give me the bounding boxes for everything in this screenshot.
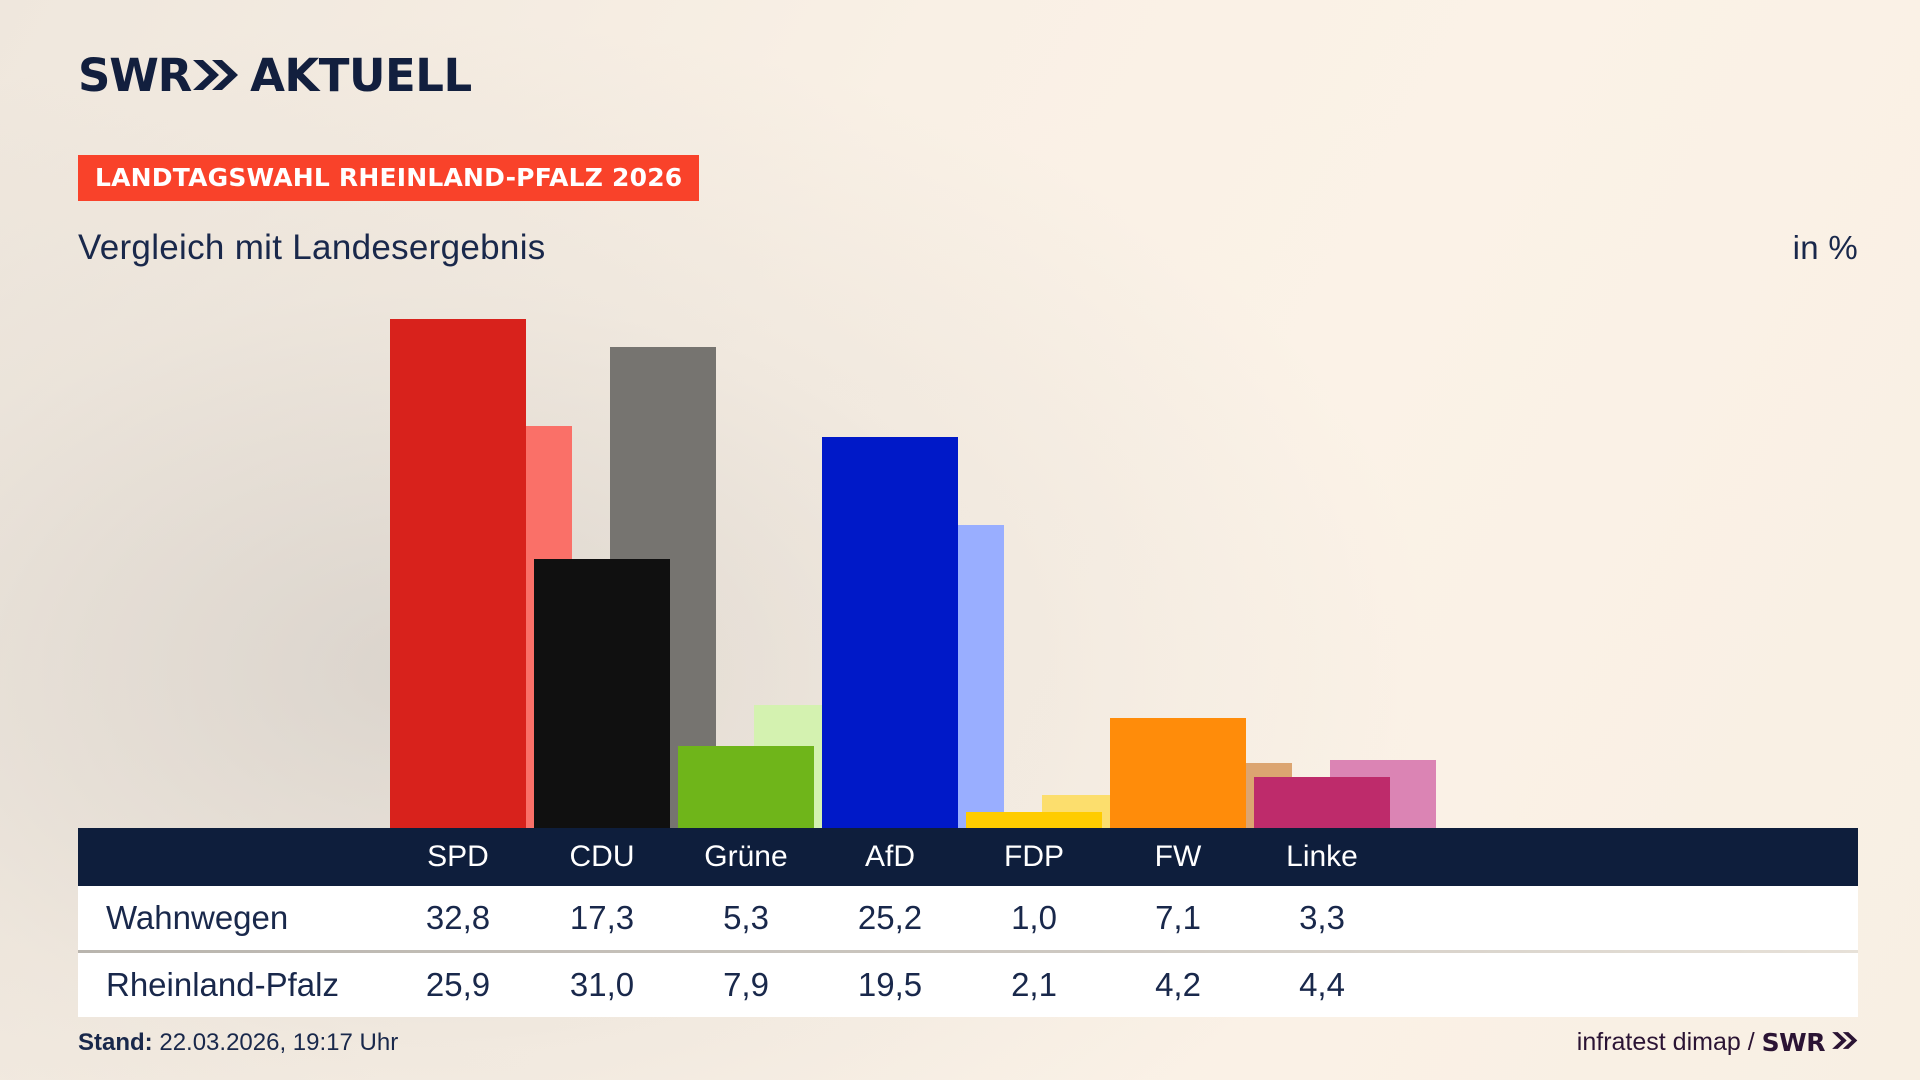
results-table: SPD CDU Grüne AfD FDP FW Linke Wahnwegen… — [78, 828, 1858, 1017]
timestamp: Stand: 22.03.2026, 19:17 Uhr — [78, 1029, 398, 1057]
timestamp-label: Stand: — [78, 1028, 153, 1056]
election-banner: LANDTAGSWAHL RHEINLAND-PFALZ 2026 — [78, 155, 700, 201]
row-label-municipality: Wahnwegen — [106, 899, 289, 936]
bar-group-linke — [1254, 300, 1510, 828]
column-header-fdp: FDP — [1004, 840, 1064, 873]
logo-swr-text: SWR — [78, 48, 192, 102]
table-row: Wahnwegen 32,8 17,3 5,3 25,2 1,0 7,1 3,3 — [78, 886, 1858, 950]
cell-rlp-gruene: 7,9 — [723, 966, 769, 1003]
cell-rlp-fdp: 2,1 — [1011, 966, 1057, 1003]
table-row: Rheinland-Pfalz 25,9 31,0 7,9 19,5 2,1 4… — [78, 953, 1858, 1017]
row-label-state: Rheinland-Pfalz — [106, 966, 339, 1003]
bar-gruene-municipality — [678, 746, 814, 828]
cell-wahnwegen-gruene: 5,3 — [723, 899, 769, 936]
table-header-row: SPD CDU Grüne AfD FDP FW Linke — [78, 828, 1858, 886]
double-chevron-right-icon — [193, 58, 239, 92]
column-header-afd: AfD — [864, 840, 915, 873]
header: SWR AKTUELL — [78, 46, 1858, 104]
cell-wahnwegen-afd: 25,2 — [857, 899, 923, 936]
cell-rlp-cdu: 31,0 — [569, 966, 635, 1003]
column-header-cdu: CDU — [569, 840, 635, 873]
cell-wahnwegen-cdu: 17,3 — [569, 899, 635, 936]
chart-subtitle: Vergleich mit Landesergebnis — [78, 228, 546, 267]
subtitle-row: Vergleich mit Landesergebnis in % — [78, 228, 1858, 268]
bar-fdp-municipality — [966, 812, 1102, 828]
column-header-linke: Linke — [1286, 840, 1358, 873]
cell-wahnwegen-linke: 3,3 — [1299, 899, 1345, 936]
bar-chart — [78, 300, 1858, 828]
timestamp-value: 22.03.2026, 19:17 Uhr — [159, 1028, 399, 1056]
bar-afd-municipality — [822, 437, 958, 828]
bar-fw-municipality — [1110, 718, 1246, 828]
cell-rlp-fw: 4,2 — [1155, 966, 1201, 1003]
cell-wahnwegen-fdp: 1,0 — [1011, 899, 1057, 936]
bar-linke-municipality — [1254, 777, 1390, 828]
bar-cdu-municipality — [534, 559, 670, 828]
column-header-fw: FW — [1154, 840, 1202, 873]
table-row-divider — [78, 950, 1858, 953]
cell-rlp-afd: 19,5 — [857, 966, 923, 1003]
source-credit: infratest dimap / SWR — [1577, 1028, 1858, 1057]
cell-rlp-linke: 4,4 — [1299, 966, 1345, 1003]
footer: Stand: 22.03.2026, 19:17 Uhr infratest d… — [78, 1028, 1858, 1057]
source-name: infratest dimap / — [1576, 1028, 1755, 1056]
unit-label: in % — [1792, 229, 1858, 266]
cell-wahnwegen-fw: 7,1 — [1155, 899, 1201, 936]
bar-group-spd — [390, 300, 646, 828]
column-header-spd: SPD — [427, 840, 489, 873]
cell-rlp-spd: 25,9 — [425, 966, 491, 1003]
column-header-gruene: Grüne — [704, 840, 788, 873]
credit-swr-text: SWR — [1761, 1028, 1826, 1057]
double-chevron-right-icon — [1832, 1028, 1858, 1057]
bar-group-afd — [822, 300, 1078, 828]
logo-aktuell-text: AKTUELL — [250, 48, 472, 102]
cell-wahnwegen-spd: 32,8 — [425, 899, 491, 936]
bar-spd-municipality — [390, 319, 526, 828]
swr-aktuell-logo: SWR AKTUELL — [78, 46, 1858, 104]
table-corner-cell — [78, 828, 386, 886]
